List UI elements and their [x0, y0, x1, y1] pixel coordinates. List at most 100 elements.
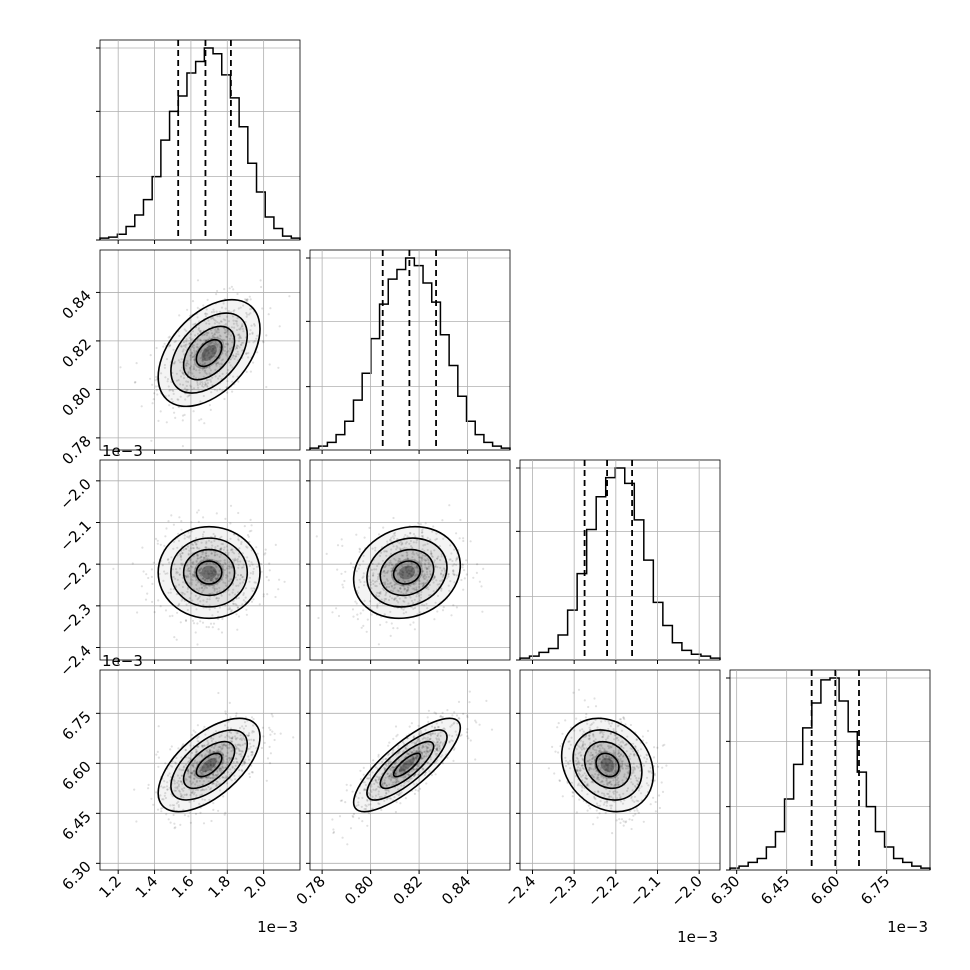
scatter-point — [142, 570, 145, 573]
scatter-point — [219, 345, 222, 348]
scatter-point — [202, 589, 205, 592]
scatter-point — [413, 792, 416, 796]
scatter-point — [228, 567, 231, 570]
scatter-point — [561, 732, 564, 735]
scatter-point — [213, 355, 216, 358]
scatter-point — [182, 372, 185, 375]
scatter-point — [238, 337, 241, 340]
scatter-point — [362, 773, 365, 776]
scatter-point — [232, 602, 235, 605]
scatter-point — [352, 615, 355, 618]
scatter-point — [184, 547, 188, 551]
scatter-point — [202, 599, 205, 602]
scatter-point — [183, 814, 186, 817]
scatter-point — [202, 822, 206, 825]
scatter-point — [426, 716, 429, 719]
x-tick-label: 1.4 — [132, 872, 162, 902]
density-panel-4-2: 0.78 0.80 0.82 0.84 — [293, 669, 511, 908]
scatter-point — [168, 335, 171, 338]
scatter-point — [586, 809, 589, 812]
scatter-point — [226, 335, 229, 338]
scatter-point — [226, 368, 229, 372]
histogram-step-line — [519, 467, 721, 660]
scatter-point — [641, 735, 645, 738]
scatter-point — [441, 519, 444, 522]
scatter-point — [205, 349, 208, 352]
scatter-point — [166, 380, 169, 383]
scatter-point — [433, 618, 436, 621]
scatter-point — [190, 388, 193, 391]
scatter-point — [195, 345, 198, 349]
scatter-point — [192, 729, 195, 732]
scatter-point — [162, 345, 165, 348]
contour-line — [170, 312, 249, 394]
scatter-point — [169, 821, 172, 824]
scatter-point — [207, 626, 210, 629]
scatter-point — [214, 340, 217, 343]
scatter-point — [225, 330, 228, 333]
scatter-point — [236, 317, 239, 320]
scatter-point — [112, 567, 115, 571]
scatter-point — [180, 528, 183, 531]
scatter-point — [219, 335, 222, 338]
scatter-point — [556, 726, 559, 729]
scatter-point — [131, 562, 134, 565]
scatter-point — [210, 317, 213, 320]
scatter-point — [199, 811, 202, 814]
scatter-point — [168, 615, 171, 618]
scatter-point — [656, 746, 659, 749]
scatter-point — [167, 520, 170, 523]
scatter-point — [196, 338, 199, 341]
scatter-point — [268, 569, 271, 572]
scatter-point — [153, 392, 156, 395]
scatter-point — [156, 539, 159, 542]
scatter-point — [188, 343, 191, 346]
scatter-point — [189, 368, 192, 371]
scatter-point — [133, 381, 136, 384]
scatter-point — [163, 366, 166, 369]
scatter-point — [224, 712, 227, 715]
scatter-point — [637, 811, 640, 814]
scatter-point — [193, 323, 196, 326]
scatter-point — [409, 623, 412, 626]
scatter-point — [188, 811, 191, 814]
scatter-point — [283, 580, 286, 583]
scatter-point — [194, 322, 197, 325]
density-panel-3-1: −2.4 −2.3 −2.2−2.1 −2.0 — [56, 459, 301, 680]
scatter-point — [187, 370, 190, 373]
scatter-point — [213, 585, 216, 588]
scatter-point — [236, 333, 239, 336]
scatter-point — [221, 617, 224, 621]
scatter-point — [224, 582, 227, 585]
scatter-point — [170, 398, 173, 401]
scatter-point — [188, 348, 192, 351]
scatter-point — [223, 288, 226, 291]
scatter-point — [224, 517, 227, 521]
scatter-point — [234, 348, 237, 351]
x-tick-label: 1.6 — [168, 872, 198, 902]
scatter-point — [362, 609, 365, 612]
scatter-point — [331, 818, 334, 821]
scatter-point — [265, 385, 268, 389]
y-tick-label: 6.30 — [58, 857, 94, 893]
scatter-point — [222, 318, 225, 321]
scatter-point — [660, 781, 663, 784]
scatter-point — [226, 342, 229, 345]
scatter-point — [156, 750, 159, 754]
scatter-point — [172, 348, 175, 351]
scatter-point — [207, 351, 210, 354]
scatter-point — [632, 814, 635, 817]
scatter-point — [359, 612, 362, 615]
scatter-point — [214, 342, 217, 345]
scatter-point — [356, 613, 359, 616]
scatter-point — [260, 563, 263, 566]
scatter-point — [575, 811, 579, 814]
scatter-point — [331, 611, 334, 614]
scatter-point — [201, 381, 204, 384]
scatter-point — [269, 307, 272, 310]
scatter-point — [198, 419, 201, 422]
x-tick-label: 6.45 — [757, 872, 793, 908]
contour-line — [182, 325, 236, 381]
scatter-point — [229, 364, 232, 367]
scatter-point — [201, 383, 204, 386]
